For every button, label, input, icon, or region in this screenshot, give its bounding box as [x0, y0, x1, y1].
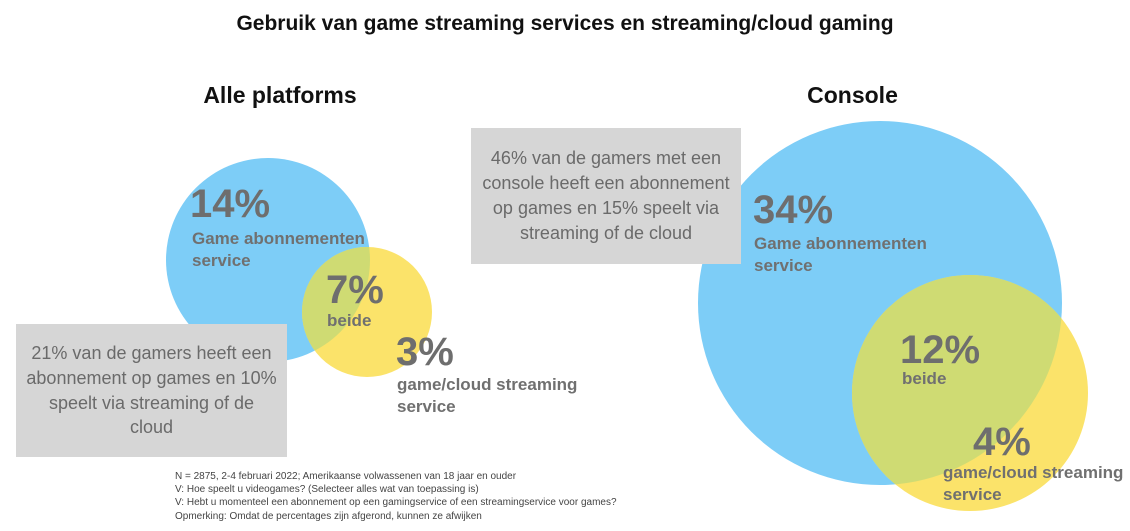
all-platforms-streaming-percentage: 3% [396, 330, 454, 374]
console-heading: Console [807, 82, 898, 108]
console-subscription-percentage: 34% [753, 188, 834, 232]
all-platforms-overlap-label: beide [327, 311, 372, 330]
all-platforms-subscription-percentage: 14% [190, 182, 271, 226]
console-overlap-percentage: 12% [900, 328, 981, 372]
console-streaming-label: game/cloud streaming service [943, 463, 1124, 505]
all-platforms-overlap-percentage: 7% [326, 268, 384, 312]
console-callout-text: 46% van de gamers met een console heeft … [482, 148, 730, 243]
page-title: Gebruik van game streaming services en s… [236, 12, 894, 35]
all-platforms-heading: Alle platforms [203, 82, 357, 108]
console-subscription-label: Game abonnementen service [754, 234, 927, 276]
footnote-sample: N = 2875, 2-4 februari 2022; Amerikaanse… [175, 471, 517, 482]
footnotes: N = 2875, 2-4 februari 2022; Amerikaanse… [175, 470, 617, 523]
all-platforms-subscription-label: Game abonnementen service [192, 229, 365, 271]
all-platforms-streaming-label: game/cloud streaming service [397, 375, 578, 417]
console-streaming-percentage: 4% [973, 420, 1031, 464]
all-platforms-callout-text: 21% van de gamers heeft een abonnement o… [26, 342, 277, 438]
console-callout-box: 46% van de gamers met een console heeft … [471, 128, 741, 264]
console-overlap-label: beide [902, 369, 947, 388]
footnote-question-1: V: Hoe speelt u videogames? (Selecteer a… [175, 484, 479, 496]
footnote-remark: Opmerking: Omdat de percentages zijn afg… [175, 510, 482, 522]
all-platforms-callout-box: 21% van de gamers heeft een abonnement o… [16, 324, 287, 457]
footnote-question-2: V: Hebt u momenteel een abonnement op ee… [175, 497, 617, 509]
